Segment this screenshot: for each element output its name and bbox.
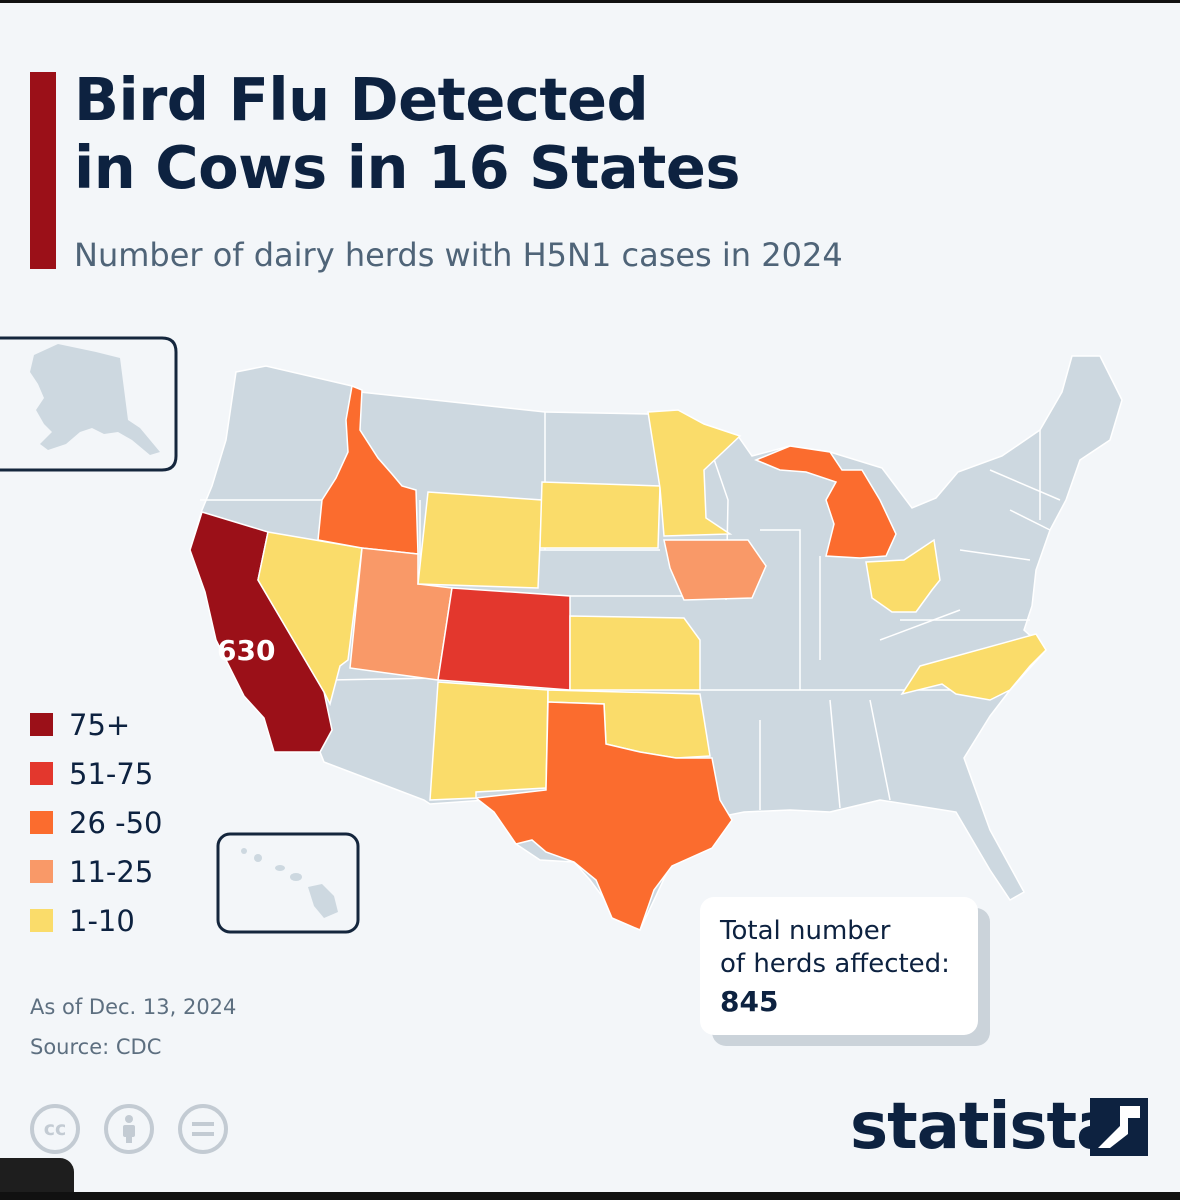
legend-swatch xyxy=(30,811,53,834)
legend-swatch xyxy=(30,762,53,785)
by-icon[interactable] xyxy=(104,1104,154,1154)
hawaii-inset-frame xyxy=(216,832,360,934)
legend-label: 75+ xyxy=(69,707,131,742)
chart-subtitle: Number of dairy herds with H5N1 cases in… xyxy=(74,236,843,274)
legend-item-26-50: 26 -50 xyxy=(30,798,163,847)
state-south-dakota xyxy=(539,481,661,549)
state-iowa xyxy=(663,539,767,601)
legend-item-75-plus: 75+ xyxy=(30,700,163,749)
source-note: Source: CDC xyxy=(30,1035,162,1059)
legend-item-51-75: 51-75 xyxy=(30,749,163,798)
title-line-2: in Cows in 16 States xyxy=(74,133,741,202)
total-herds-value: 845 xyxy=(720,985,779,1018)
legend-item-1-10: 1-10 xyxy=(30,896,163,945)
title-accent-bar xyxy=(30,72,56,269)
state-michigan xyxy=(754,445,897,559)
legend-swatch xyxy=(30,713,53,736)
total-label-line-1: Total number xyxy=(720,916,891,946)
alaska-icon xyxy=(30,344,160,455)
chart-title: Bird Flu Detected in Cows in 16 States xyxy=(74,66,974,202)
title-line-1: Bird Flu Detected xyxy=(74,65,649,134)
total-herds-box: Total number of herds affected: 845 xyxy=(700,897,978,1035)
legend-swatch xyxy=(30,860,53,883)
state-colorado xyxy=(437,587,571,691)
legend-label: 11-25 xyxy=(69,854,154,889)
state-new-mexico xyxy=(429,681,549,801)
cc-icon[interactable]: cc xyxy=(30,1104,80,1154)
total-label-line-2: of herds affected: xyxy=(720,949,950,979)
statista-logo-icon[interactable] xyxy=(1090,1098,1148,1156)
legend-swatch xyxy=(30,909,53,932)
hawaii-icon xyxy=(241,848,338,918)
statista-wordmark[interactable]: statista xyxy=(850,1090,1119,1164)
legend-item-11-25: 11-25 xyxy=(30,847,163,896)
state-wyoming xyxy=(417,491,543,589)
legend: 75+ 51-75 26 -50 11-25 1-10 xyxy=(30,700,163,945)
state-texas xyxy=(474,701,733,932)
state-ohio xyxy=(865,538,941,613)
legend-label: 1-10 xyxy=(69,903,135,938)
state-north-carolina xyxy=(900,633,1047,701)
bottom-border xyxy=(0,1192,1180,1200)
as-of-date: As of Dec. 13, 2024 xyxy=(30,995,237,1019)
state-minnesota xyxy=(647,409,742,537)
legend-label: 26 -50 xyxy=(69,805,163,840)
alaska-inset-frame xyxy=(0,336,178,472)
nd-icon[interactable] xyxy=(178,1104,228,1154)
california-value-label: 630 xyxy=(217,634,275,667)
legend-label: 51-75 xyxy=(69,756,154,791)
top-border xyxy=(0,0,1180,3)
state-kansas xyxy=(569,615,701,691)
